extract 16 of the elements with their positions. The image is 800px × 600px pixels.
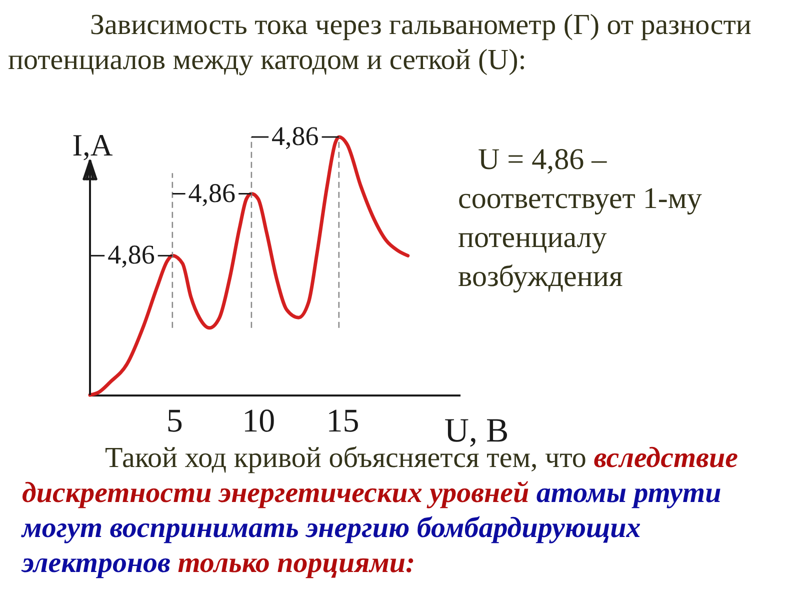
annotation: 4,86 [108,240,155,270]
text: вследствие [594,442,738,474]
text: атомы ртути [536,477,722,509]
text: электронов [21,547,171,579]
text: могут воспринимать энергию бомбардирующих [21,512,641,544]
y-axis-title: I,А [72,128,114,162]
x-axis-title: U, В [444,412,509,450]
chart-title: Зависимость тока через гальванометр (Г) от разности потенциалов между катодом и сеткой (U): [8,9,752,76]
x-tick-label: 10 [242,404,276,440]
annotation: 4,86 [272,121,319,151]
annotation: 4,86 [188,178,236,208]
x-tick-label: 15 [326,404,360,440]
text: дискретности энергетических уровней [22,477,530,509]
x-tick-label: 5 [166,404,183,440]
annotation: U = 4,86 – соответствует 1-му потенциалу возбуждения [458,143,702,293]
text: только порциями: [178,547,416,579]
